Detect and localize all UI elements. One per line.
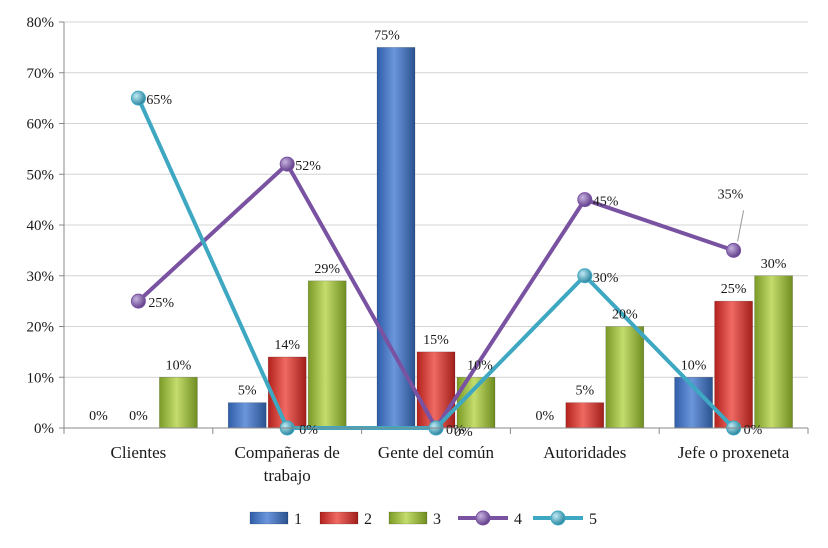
y-tick-label: 10%	[27, 370, 55, 386]
bar-data-label: 10%	[681, 358, 707, 373]
bar-data-label: 30%	[761, 257, 787, 272]
legend-label: 3	[433, 511, 441, 528]
x-category-label-line: Compañeras de	[235, 443, 340, 462]
bar-data-label: 75%	[374, 28, 400, 43]
y-tick-label: 40%	[27, 218, 55, 234]
bar-data-label: 20%	[612, 308, 638, 323]
bar-data-label: 14%	[274, 338, 300, 353]
legend-label: 2	[364, 511, 372, 528]
line-data-label: 45%	[593, 195, 619, 210]
line-data-label: 35%	[718, 187, 744, 202]
y-axis: 0% 10% 20% 30% 40% 50% 60% 70% 80%	[27, 15, 65, 437]
data-labels: 0% 5% 75% 0% 10% 0% 14% 15% 5% 25% 10% 29% 10% 20% 30%…	[89, 28, 787, 440]
line-marker-4	[726, 242, 742, 258]
line-data-label: 0%	[744, 423, 763, 438]
y-tick-label: 50%	[27, 167, 55, 183]
x-category-label-line: Autoridades	[543, 443, 626, 462]
line-data-label: 65%	[146, 93, 172, 108]
line-data-label: 52%	[295, 159, 321, 174]
line-data-label: 0%	[454, 425, 473, 440]
bar-series-3	[754, 275, 793, 429]
y-tick-label: 30%	[27, 269, 55, 285]
bar-data-label: 10%	[166, 358, 192, 373]
x-category-label-line: trabajo	[264, 466, 311, 485]
line-marker-4	[130, 293, 146, 309]
bar-series-3	[605, 326, 645, 429]
line-data-label: 0%	[446, 423, 465, 438]
bar-data-label: 5%	[575, 384, 594, 399]
bar-data-label: 29%	[314, 262, 340, 277]
bar-data-label: 15%	[423, 333, 449, 348]
legend-label: 1	[294, 511, 302, 528]
line-marker-4	[577, 192, 593, 208]
x-category-label: Compañeras de trabajo	[235, 443, 340, 485]
y-tick-label: 0%	[34, 421, 54, 437]
x-category-label-line: Gente del común	[378, 443, 495, 462]
x-category-label: Jefe o proxeneta	[678, 443, 790, 462]
x-category-label-line: Jefe o proxeneta	[678, 443, 790, 462]
y-tick-label: 70%	[27, 66, 55, 82]
line-marker-4	[279, 156, 295, 172]
bar-data-label: 25%	[721, 282, 747, 297]
legend-swatch-3	[388, 511, 428, 525]
bar-data-label: 0%	[129, 409, 148, 424]
x-category-label: Autoridades	[543, 443, 626, 462]
bar-series-1	[376, 47, 416, 429]
y-tick-label: 60%	[27, 117, 55, 133]
legend-marker-4	[475, 510, 491, 526]
legend-label: 5	[589, 511, 597, 528]
legend: 1 2 3 4 5	[249, 510, 597, 528]
x-category-label-line: Clientes	[111, 443, 167, 462]
bar-data-label: 0%	[535, 409, 554, 424]
line-data-label: 30%	[593, 271, 619, 286]
x-category-label: Gente del común	[378, 443, 495, 462]
bar-series-2	[267, 356, 307, 429]
leader-line	[737, 210, 745, 242]
bar-series-2	[565, 402, 605, 429]
line-marker-5	[130, 90, 146, 106]
bar-series	[159, 47, 793, 429]
line-data-label: 0%	[299, 423, 318, 438]
x-axis: Clientes Compañeras de trabajo Gente del co…	[63, 427, 809, 485]
bar-series-1	[227, 402, 267, 429]
legend-marker-5	[550, 510, 566, 526]
legend-swatch-2	[319, 511, 359, 525]
bar-series-2	[714, 300, 753, 429]
line-marker-5	[577, 268, 593, 284]
y-tick-label: 20%	[27, 320, 55, 336]
bar-data-label: 10%	[467, 358, 493, 373]
bar-data-label: 0%	[89, 409, 108, 424]
legend-swatch-1	[249, 511, 289, 525]
bar-series-3	[307, 280, 347, 429]
legend-label: 4	[514, 511, 522, 528]
y-tick-label: 80%	[27, 15, 55, 31]
bar-data-label: 5%	[238, 384, 257, 399]
x-category-label: Clientes	[111, 443, 167, 462]
bar-series-3	[159, 376, 198, 429]
line-data-label: 25%	[148, 296, 174, 311]
